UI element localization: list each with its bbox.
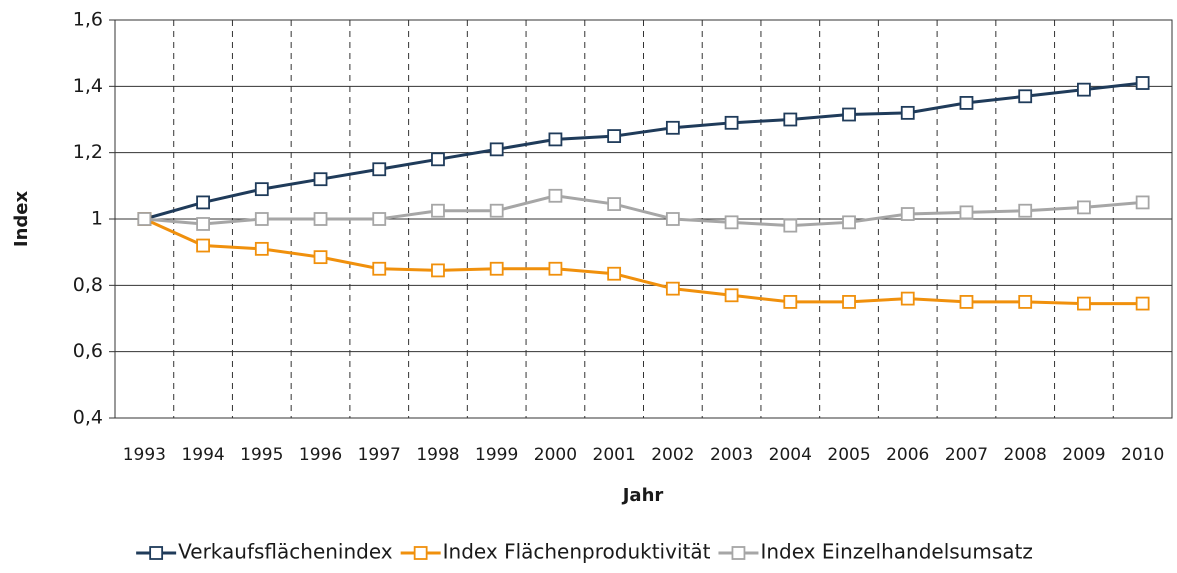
x-tick-label: 2006 <box>886 445 929 465</box>
point-marker <box>1018 89 1033 104</box>
point-marker <box>372 212 387 226</box>
legend-swatch-marker <box>149 546 164 560</box>
x-tick-label: 2001 <box>593 445 636 465</box>
point-marker <box>254 212 269 226</box>
x-tick-label: 2004 <box>769 445 812 465</box>
x-tick-label: 2007 <box>945 445 988 465</box>
point-marker <box>724 115 739 130</box>
x-axis-title: Jahr <box>621 485 664 506</box>
point-marker <box>900 291 915 306</box>
point-marker <box>783 295 798 309</box>
x-tick-label: 2010 <box>1121 445 1164 465</box>
point-marker <box>900 105 915 120</box>
point-marker <box>431 152 445 167</box>
point-marker <box>607 266 622 281</box>
point-marker <box>1135 296 1150 311</box>
x-tick-label: 1995 <box>240 445 283 465</box>
point-marker <box>196 195 210 210</box>
point-marker <box>1077 200 1091 215</box>
x-tick-label: 1993 <box>123 445 166 465</box>
point-marker <box>1018 295 1033 309</box>
point-marker <box>842 295 856 309</box>
point-marker <box>196 238 210 253</box>
point-marker <box>724 215 739 230</box>
point-marker <box>724 288 739 303</box>
point-marker <box>607 129 622 143</box>
point-marker <box>489 142 504 157</box>
point-marker <box>783 218 798 233</box>
x-tick-label: 1998 <box>416 445 459 465</box>
point-marker <box>1077 82 1091 97</box>
point-marker <box>842 215 856 230</box>
legend-swatch-marker <box>413 546 428 560</box>
point-marker <box>607 197 622 211</box>
series-line <box>143 217 1143 306</box>
point-marker <box>431 203 445 218</box>
point-marker <box>959 96 974 110</box>
x-tick-label: 1996 <box>299 445 342 465</box>
point-marker <box>548 132 563 147</box>
point-marker <box>313 172 328 187</box>
point-marker <box>548 261 563 276</box>
y-tick-label: 1,4 <box>73 75 103 97</box>
point-marker <box>665 120 680 135</box>
series-line <box>144 194 1143 228</box>
x-tick-label: 2003 <box>710 445 753 465</box>
point-marker <box>372 162 387 177</box>
x-tick-label: 2009 <box>1062 445 1105 465</box>
point-marker <box>959 205 974 220</box>
y-tick-label: 0,8 <box>73 274 103 296</box>
y-tick-label: 1,2 <box>73 141 103 163</box>
y-tick-label: 0,6 <box>73 340 103 362</box>
y-axis-title: Index <box>11 191 32 248</box>
point-marker <box>137 212 152 226</box>
legend-label: Verkaufsflächenindex <box>178 540 393 564</box>
x-tick-label: 2005 <box>827 445 870 465</box>
point-marker <box>489 261 504 276</box>
point-marker <box>313 212 328 226</box>
x-tick-label: 1997 <box>358 445 401 465</box>
x-tick-label: 2002 <box>651 445 694 465</box>
point-marker <box>665 281 680 296</box>
point-marker <box>1135 195 1150 210</box>
point-marker <box>313 250 328 265</box>
x-tick-label: 2000 <box>534 445 577 465</box>
legend-label: Index Einzelhandelsumsatz <box>760 540 1032 564</box>
series-line <box>143 81 1143 221</box>
point-marker <box>196 217 210 231</box>
point-marker <box>900 207 915 221</box>
point-marker <box>665 212 680 226</box>
point-marker <box>959 295 974 309</box>
point-marker <box>548 188 563 203</box>
x-tick-label: 2008 <box>1004 445 1047 465</box>
point-marker <box>254 241 269 256</box>
y-tick-label: 0,4 <box>73 407 103 429</box>
legend-swatch-marker <box>731 546 746 560</box>
point-marker <box>1018 203 1033 218</box>
point-marker <box>783 112 798 127</box>
y-tick-label: 1,6 <box>73 9 103 31</box>
point-marker <box>254 182 269 197</box>
y-tick-label: 1 <box>91 208 103 230</box>
point-marker <box>489 203 504 218</box>
point-marker <box>372 261 387 276</box>
point-marker <box>431 263 445 278</box>
point-marker <box>1135 76 1150 90</box>
plot-frame <box>114 19 1173 419</box>
x-tick-label: 1994 <box>181 445 224 465</box>
legend-label: Index Flächenproduktivität <box>443 540 711 564</box>
x-tick-label: 1999 <box>475 445 518 465</box>
point-marker <box>1077 296 1091 311</box>
point-marker <box>842 107 856 122</box>
